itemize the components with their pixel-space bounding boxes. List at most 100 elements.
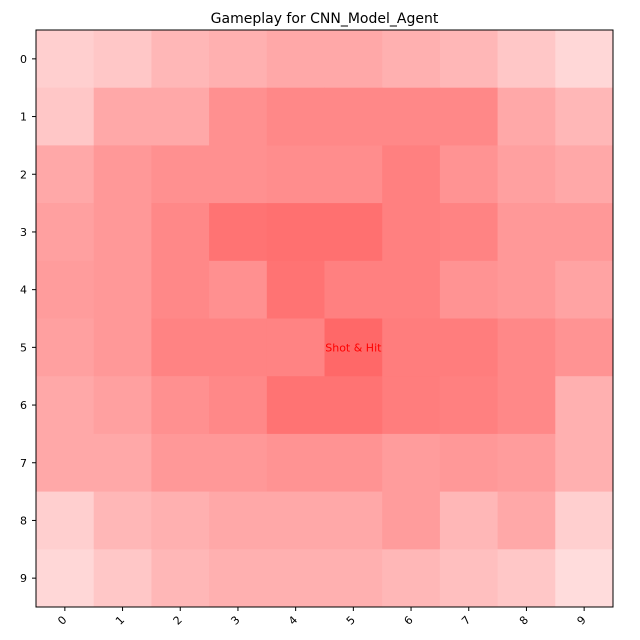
shot-hit-annotation: Shot & Hit (325, 341, 382, 354)
heatmap-cell-9-9 (555, 549, 614, 608)
heatmap-cell-6-8 (497, 376, 556, 435)
heatmap-cell-3-9 (555, 203, 614, 262)
heatmap-cell-6-3 (209, 376, 268, 435)
heatmap-cell-5-7 (439, 318, 499, 377)
heatmap-cell-3-6 (382, 203, 441, 262)
heatmap-cell-4-6 (382, 260, 441, 319)
plot-frame (35, 29, 614, 608)
heatmap-cell-1-6 (382, 87, 441, 146)
y-tick-label: 2 (20, 168, 27, 181)
heatmap-cell-5-9 (555, 318, 614, 377)
heatmap-cell-4-3 (209, 260, 268, 319)
heatmap-cell-1-4 (266, 87, 325, 146)
y-tick-label: 1 (20, 111, 27, 124)
heatmap-cell-7-0 (36, 433, 95, 493)
y-tick-label: 5 (20, 341, 27, 354)
y-axis-ticks: 0 1 2 3 4 5 6 7 8 9 (20, 53, 36, 585)
heatmap-cell-2-8 (497, 145, 556, 204)
heatmap-cell-9-6 (382, 549, 441, 608)
heatmap-cell-6-1 (93, 376, 152, 435)
chart-title: Gameplay for CNN_Model_Agent (211, 11, 439, 27)
x-tick-label: 8 (517, 613, 531, 627)
heatmap-cell-2-1 (93, 145, 152, 204)
heatmap-cell-4-9 (555, 260, 614, 319)
x-tick-label: 9 (575, 613, 589, 627)
heatmap-cell-1-2 (151, 87, 210, 146)
heatmap-cell-8-2 (151, 491, 210, 550)
heatmap-cell-2-6 (382, 145, 441, 204)
heatmap-cell-6-9 (555, 376, 614, 435)
x-tick-label: 6 (402, 613, 416, 627)
heatmap-cell-3-1 (93, 203, 152, 262)
heatmap-cell-5-6 (382, 318, 441, 377)
heatmap-cell-2-9 (555, 145, 614, 204)
y-tick-label: 9 (20, 572, 27, 585)
x-axis-ticks: 0 1 2 3 4 5 6 7 8 9 (55, 607, 589, 628)
heatmap-cell-8-5 (324, 491, 383, 550)
heatmap-cell-0-2 (151, 30, 210, 89)
heatmap-cell-6-7 (439, 376, 499, 435)
x-tick-label: 4 (286, 613, 300, 627)
heatmap-cell-7-6 (382, 433, 441, 493)
heatmap-cell-5-1 (93, 318, 152, 377)
heatmap-cell-3-3 (209, 203, 268, 262)
heatmap-cell-7-2 (151, 433, 210, 493)
heatmap-cell-6-0 (36, 376, 95, 435)
heatmap-cell-8-6 (382, 491, 441, 550)
heatmap-cell-1-3 (209, 87, 268, 146)
x-tick-label: 0 (55, 613, 69, 627)
heatmap-cell-2-5 (324, 145, 383, 204)
heatmap-cell-8-8 (497, 491, 556, 550)
heatmap-cells (36, 30, 614, 608)
y-tick-label: 0 (20, 53, 27, 66)
heatmap-cell-0-9 (555, 30, 614, 89)
heatmap-cell-9-5 (324, 549, 383, 608)
heatmap-cell-6-5 (324, 376, 383, 435)
heatmap-cell-8-0 (36, 491, 95, 550)
heatmap-cell-4-1 (93, 260, 152, 319)
heatmap-cell-0-7 (439, 30, 499, 89)
heatmap-cell-5-4 (266, 318, 325, 377)
heatmap-cell-4-4 (266, 260, 325, 319)
heatmap-cell-8-7 (439, 491, 499, 550)
heatmap-cell-3-4 (266, 203, 325, 262)
heatmap-cell-9-2 (151, 549, 210, 608)
heatmap-cell-7-7 (439, 433, 499, 493)
heatmap-cell-1-0 (36, 87, 95, 146)
heatmap-cell-8-1 (93, 491, 152, 550)
heatmap-cell-2-7 (439, 145, 499, 204)
heatmap-cell-6-2 (151, 376, 210, 435)
heatmap-cell-9-0 (36, 549, 95, 608)
heatmap-cell-9-3 (209, 549, 268, 608)
heatmap-cell-2-0 (36, 145, 95, 204)
heatmap-cell-0-0 (36, 30, 95, 89)
y-tick-label: 6 (20, 399, 27, 412)
heatmap-cell-8-4 (266, 491, 325, 550)
heatmap-cell-5-8 (497, 318, 556, 377)
heatmap-cell-1-9 (555, 87, 614, 146)
heatmap-cell-1-1 (93, 87, 152, 146)
heatmap-cell-0-8 (497, 30, 556, 89)
x-tick-label: 1 (113, 613, 127, 627)
heatmap-cell-7-4 (266, 433, 325, 493)
heatmap-cell-4-7 (439, 260, 499, 319)
heatmap-cell-3-0 (36, 203, 95, 262)
heatmap-cell-3-5 (324, 203, 383, 262)
heatmap-cell-7-9 (555, 433, 614, 493)
heatmap-cell-9-1 (93, 549, 152, 608)
y-tick-label: 7 (20, 457, 27, 470)
x-tick-label: 7 (459, 613, 473, 627)
heatmap-cell-1-5 (324, 87, 383, 146)
heatmap-cell-0-1 (93, 30, 152, 89)
heatmap-cell-8-9 (555, 491, 614, 550)
heatmap-cell-1-7 (439, 87, 499, 146)
heatmap-cell-4-5 (324, 260, 383, 319)
y-tick-label: 4 (20, 284, 27, 297)
heatmap-cell-4-0 (36, 260, 95, 319)
heatmap-cell-4-2 (151, 260, 210, 319)
heatmap-cell-9-8 (497, 549, 556, 608)
heatmap-cell-0-4 (266, 30, 325, 89)
heatmap-cell-8-3 (209, 491, 268, 550)
heatmap-cell-1-8 (497, 87, 556, 146)
